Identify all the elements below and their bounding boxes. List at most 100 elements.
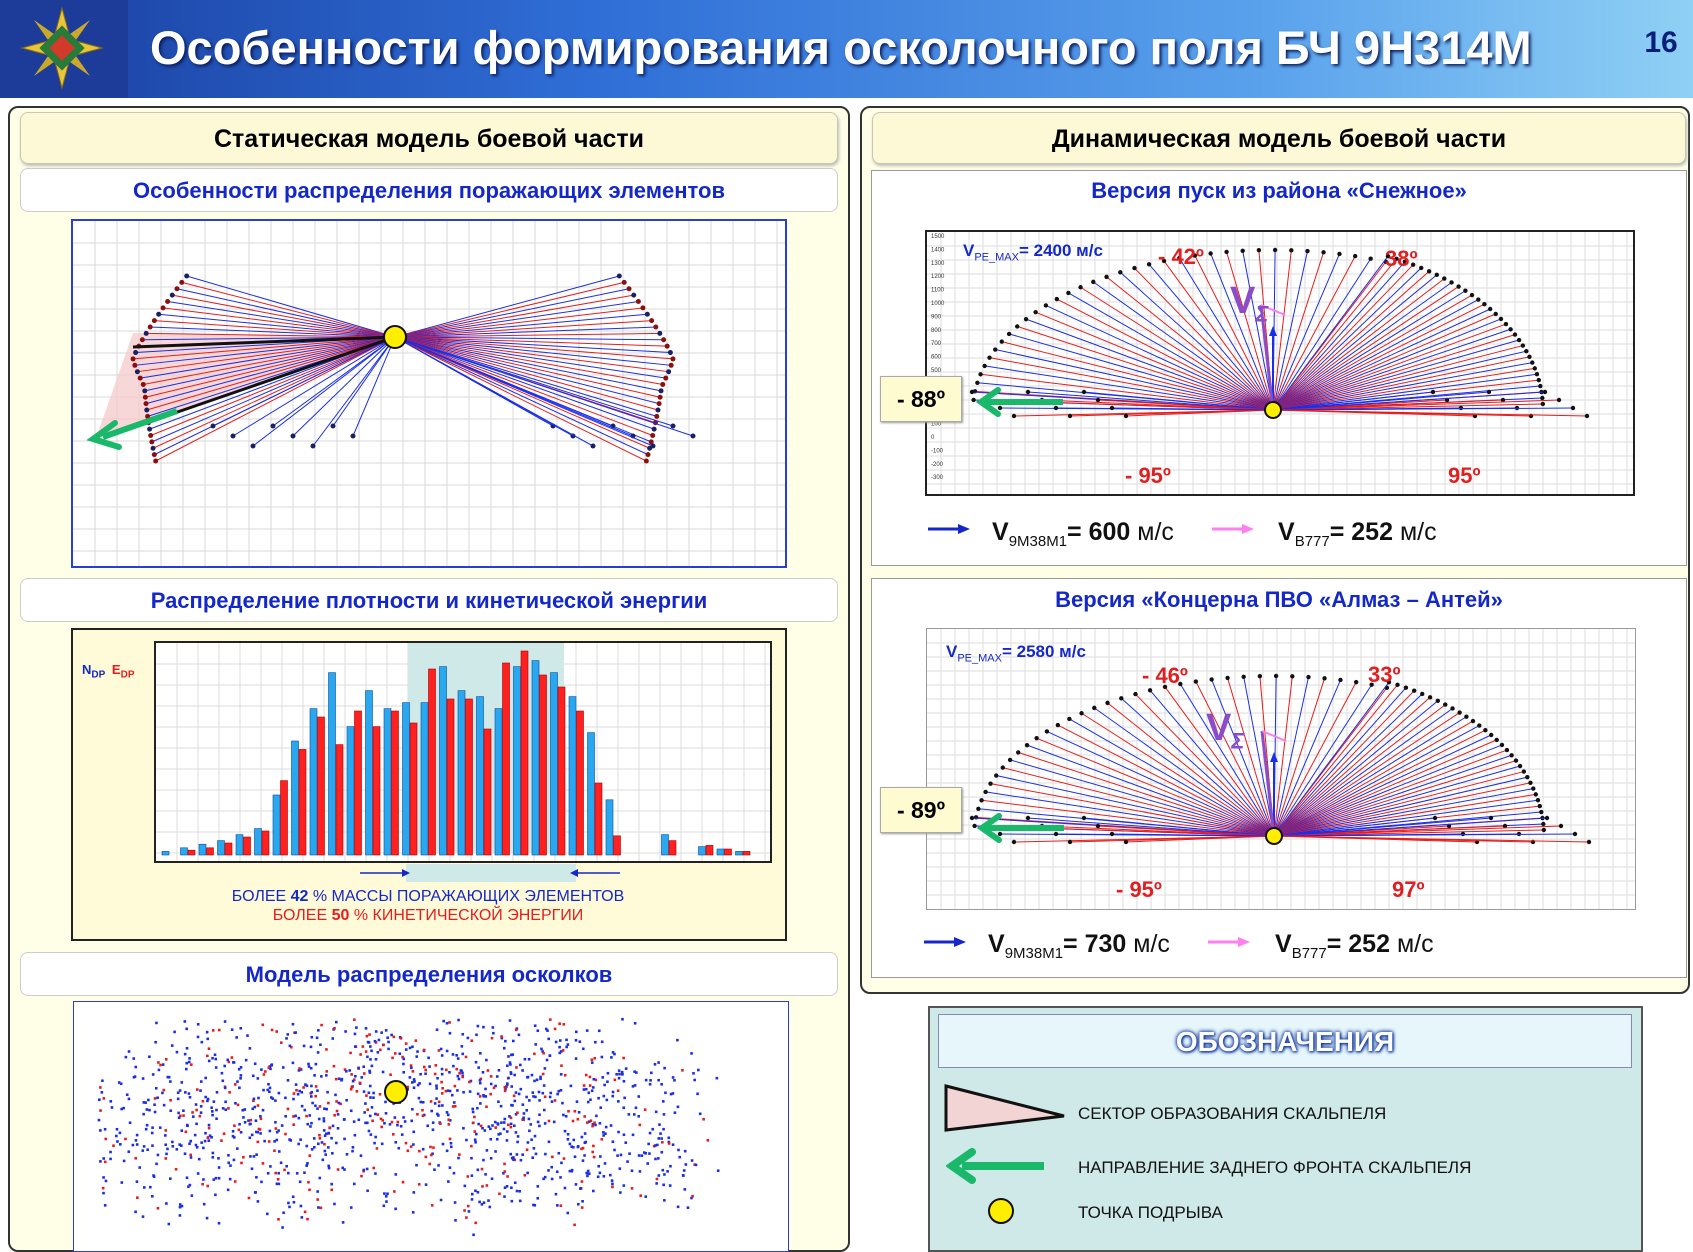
fragment-ray	[134, 336, 396, 366]
fragment-point	[204, 1095, 207, 1099]
fragment-point	[292, 1115, 295, 1118]
fragment-ray	[1273, 676, 1309, 837]
fragment-point	[566, 1043, 570, 1046]
fragment-point	[602, 1094, 606, 1098]
fragment-ray	[1272, 403, 1543, 411]
fragment-point	[211, 1156, 215, 1159]
fragment-point	[317, 1206, 320, 1209]
logo	[0, 0, 128, 98]
fragment-point	[513, 1124, 516, 1128]
fragment-point	[352, 1120, 356, 1123]
fragment-point	[448, 1166, 452, 1169]
fragment-point	[260, 1180, 263, 1184]
fragment-point	[99, 1129, 102, 1132]
fragment-dot	[1025, 389, 1031, 395]
fragment-point	[537, 1090, 541, 1094]
fragment-dot	[1043, 303, 1049, 308]
fragment-dot	[1322, 676, 1327, 681]
legend-point-label: ТОЧКА ПОДРЫВА	[1078, 1203, 1223, 1222]
v1-vsum: V	[1230, 280, 1256, 322]
fragment-point	[574, 1038, 578, 1042]
scalpel-back-arrow-head	[976, 813, 1002, 843]
fragment-point	[102, 1157, 105, 1160]
fragment-dot	[1524, 348, 1529, 354]
fragment-point	[521, 1069, 524, 1072]
fragment-point	[489, 1137, 493, 1141]
fragment-point	[506, 1123, 510, 1127]
fragment-dot	[1556, 397, 1562, 403]
fragment-dot	[350, 433, 356, 439]
fragment-point	[661, 1140, 664, 1144]
fragment-ray	[1273, 684, 1398, 837]
fragment-ray	[394, 336, 694, 437]
energy-bar	[520, 650, 529, 856]
fragment-point	[630, 1187, 634, 1190]
fragment-dot	[1007, 757, 1013, 763]
fragment-point	[371, 1119, 374, 1123]
fragment-dot	[1457, 710, 1462, 715]
fragment-ray	[1273, 679, 1341, 837]
fragment-point	[498, 1192, 501, 1196]
fragment-dot	[1033, 309, 1038, 315]
fragment-dot	[988, 781, 993, 786]
fragment-point	[497, 1068, 501, 1072]
fragment-ray	[172, 294, 396, 338]
fragment-point	[294, 1031, 297, 1034]
fragment-point	[122, 1106, 125, 1110]
fragment-point	[236, 1080, 239, 1083]
fragment-point	[478, 1200, 481, 1204]
n-axis-label: N	[82, 662, 92, 677]
fragment-point	[412, 1143, 415, 1146]
fragment-point	[161, 1091, 164, 1095]
fragment-dot	[969, 815, 975, 821]
fragment-point	[453, 1104, 457, 1108]
fragment-dot	[133, 350, 139, 356]
fragment-point	[167, 1075, 171, 1079]
fragment-dot	[1463, 288, 1468, 293]
fragment-point	[273, 1140, 276, 1143]
fragment-point	[373, 1039, 377, 1043]
fragment-point	[361, 1045, 365, 1048]
fragment-dot	[1531, 786, 1536, 791]
fragment-point	[538, 1113, 541, 1117]
fragment-ray	[1273, 793, 1536, 837]
fragment-point	[239, 1077, 242, 1080]
fragment-point	[365, 1094, 368, 1097]
e-axis-sub: DP	[120, 669, 135, 681]
fragment-point	[359, 1154, 363, 1157]
fragment-point	[450, 1093, 454, 1097]
fragment-dot	[169, 292, 175, 298]
fragment-ray	[152, 336, 396, 449]
fragment-ray	[146, 336, 396, 411]
fragment-point	[480, 1167, 484, 1171]
fragment-point	[479, 1051, 482, 1055]
fragment-point	[663, 1199, 666, 1202]
fragment-ray	[1272, 399, 1560, 411]
fragment-point	[421, 1114, 425, 1117]
fragment-point	[583, 1154, 586, 1157]
fragment-point	[590, 1089, 594, 1093]
energy-note-post: % КИНЕТИЧЕСКОЙ ЭНЕРГИИ	[349, 907, 584, 924]
fragment-point	[657, 1137, 661, 1140]
fragment-point	[118, 1131, 122, 1135]
fragment-point	[604, 1125, 608, 1129]
fragment-ray	[155, 336, 396, 462]
fragment-point	[283, 1168, 286, 1172]
fragment-point	[446, 1089, 450, 1092]
fragment-point	[692, 1072, 695, 1075]
fragment-point	[242, 1116, 245, 1119]
fragment-point	[582, 1088, 586, 1091]
fragment-point	[505, 1130, 509, 1133]
fragment-ray	[1272, 282, 1452, 411]
fragment-point	[477, 1066, 480, 1069]
fragment-point	[512, 1094, 516, 1098]
fragment-ray	[150, 336, 396, 436]
page-title: Особенности формирования осколочного пол…	[150, 21, 1532, 74]
fragment-point	[228, 1177, 232, 1181]
fragment-ray	[394, 313, 648, 338]
fragment-dot	[1225, 675, 1230, 681]
fragment-point	[419, 1100, 423, 1104]
fragment-dot	[1024, 742, 1030, 748]
fragment-point	[404, 1141, 408, 1145]
fragment-point	[531, 1156, 534, 1160]
